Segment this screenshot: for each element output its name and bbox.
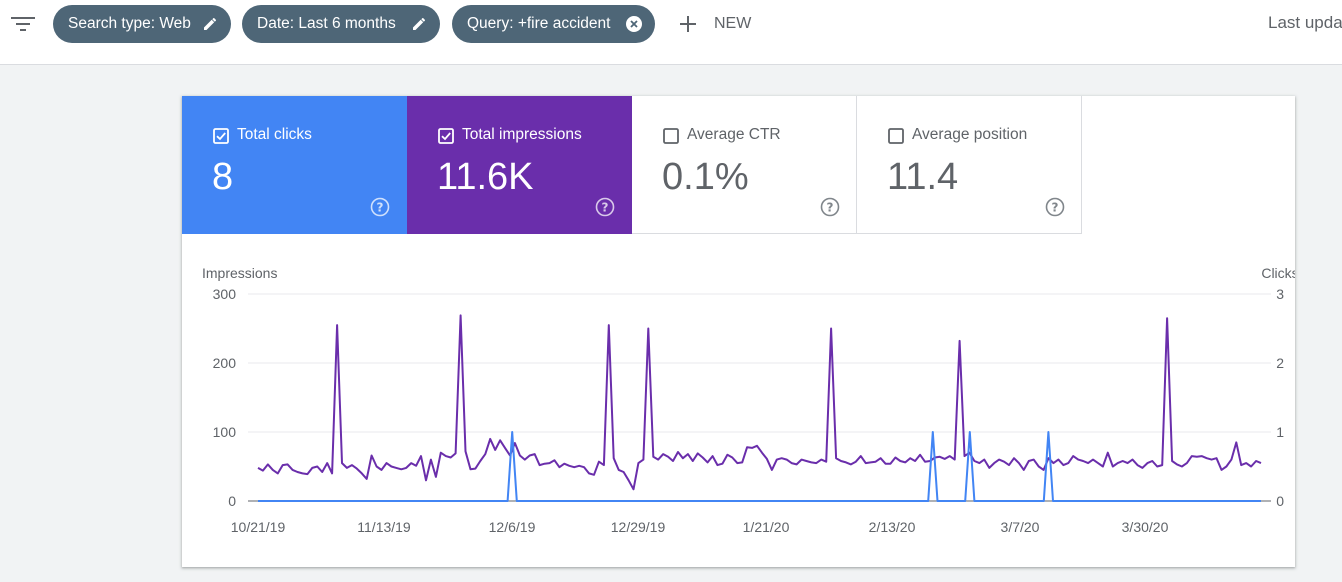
metric-label: Total impressions — [462, 126, 582, 143]
top-toolbar: Search type: Web Date: Last 6 months Que… — [0, 0, 1342, 65]
svg-text:?: ? — [827, 201, 834, 215]
x-tick-label: 3/30/20 — [1122, 519, 1169, 535]
x-tick-label: 2/13/20 — [869, 519, 916, 535]
metric-value: 11.4 — [887, 156, 959, 198]
help-icon[interactable]: ? — [1045, 197, 1065, 217]
x-tick-label: 1/21/20 — [743, 519, 790, 535]
new-filter-button[interactable]: NEW — [678, 9, 751, 39]
help-icon[interactable]: ? — [370, 197, 390, 217]
filter-icon[interactable] — [10, 13, 36, 35]
metric-label: Average CTR — [687, 126, 781, 143]
chip-query[interactable]: Query: +fire accident — [452, 5, 655, 43]
chip-label: Date: Last 6 months — [257, 15, 396, 32]
plus-icon — [680, 16, 696, 32]
svg-text:?: ? — [602, 201, 609, 215]
edit-icon[interactable] — [411, 16, 427, 32]
y-tick-label-left: 0 — [228, 493, 236, 509]
y-tick-label-right: 1 — [1276, 424, 1284, 440]
x-tick-label: 12/29/19 — [611, 519, 666, 535]
metric-value: 0.1% — [662, 156, 749, 198]
close-circle-icon[interactable] — [625, 15, 643, 33]
metric-label: Average position — [912, 126, 1028, 143]
edit-icon[interactable] — [202, 16, 218, 32]
chip-label: Search type: Web — [68, 15, 191, 32]
y-tick-label-right: 2 — [1276, 355, 1284, 371]
metric-total-clicks[interactable]: Total clicks 8 ? — [182, 96, 407, 234]
y-tick-label-right: 3 — [1276, 286, 1284, 302]
new-label: NEW — [714, 15, 752, 32]
checkbox-unchecked-icon[interactable] — [888, 128, 904, 144]
y-axis-title-right: Clicks — [1261, 265, 1295, 281]
metric-average-position[interactable]: Average position 11.4 ? — [857, 96, 1082, 234]
metric-value: 8 — [212, 156, 234, 198]
svg-text:?: ? — [1052, 201, 1059, 215]
metric-value: 11.6K — [437, 156, 534, 198]
x-tick-label: 12/6/19 — [489, 519, 536, 535]
metric-label: Total clicks — [237, 126, 312, 143]
y-tick-label-left: 200 — [213, 355, 237, 371]
svg-text:?: ? — [377, 201, 384, 215]
checkbox-checked-icon[interactable] — [213, 128, 229, 144]
performance-card: Total clicks 8 ? Total impressions 11.6K… — [182, 96, 1295, 567]
y-tick-label-right: 0 — [1276, 493, 1284, 509]
checkbox-checked-icon[interactable] — [438, 128, 454, 144]
y-tick-label-left: 300 — [213, 286, 237, 302]
chip-search-type[interactable]: Search type: Web — [53, 5, 231, 43]
checkbox-unchecked-icon[interactable] — [663, 128, 679, 144]
y-tick-label-left: 100 — [213, 424, 237, 440]
metric-total-impressions[interactable]: Total impressions 11.6K ? — [407, 96, 632, 234]
x-tick-label: 3/7/20 — [1001, 519, 1040, 535]
y-axis-title-left: Impressions — [202, 265, 277, 281]
series-line-clicks — [258, 431, 1261, 502]
last-update-text: Last upda — [1268, 13, 1342, 32]
x-tick-label: 11/13/19 — [357, 519, 411, 535]
chip-label: Query: +fire accident — [467, 15, 611, 32]
series-line-impressions — [257, 314, 1262, 491]
chip-date[interactable]: Date: Last 6 months — [242, 5, 440, 43]
x-tick-label: 10/21/19 — [231, 519, 286, 535]
help-icon[interactable]: ? — [820, 197, 840, 217]
help-icon[interactable]: ? — [595, 197, 615, 217]
metric-average-ctr[interactable]: Average CTR 0.1% ? — [632, 96, 857, 234]
